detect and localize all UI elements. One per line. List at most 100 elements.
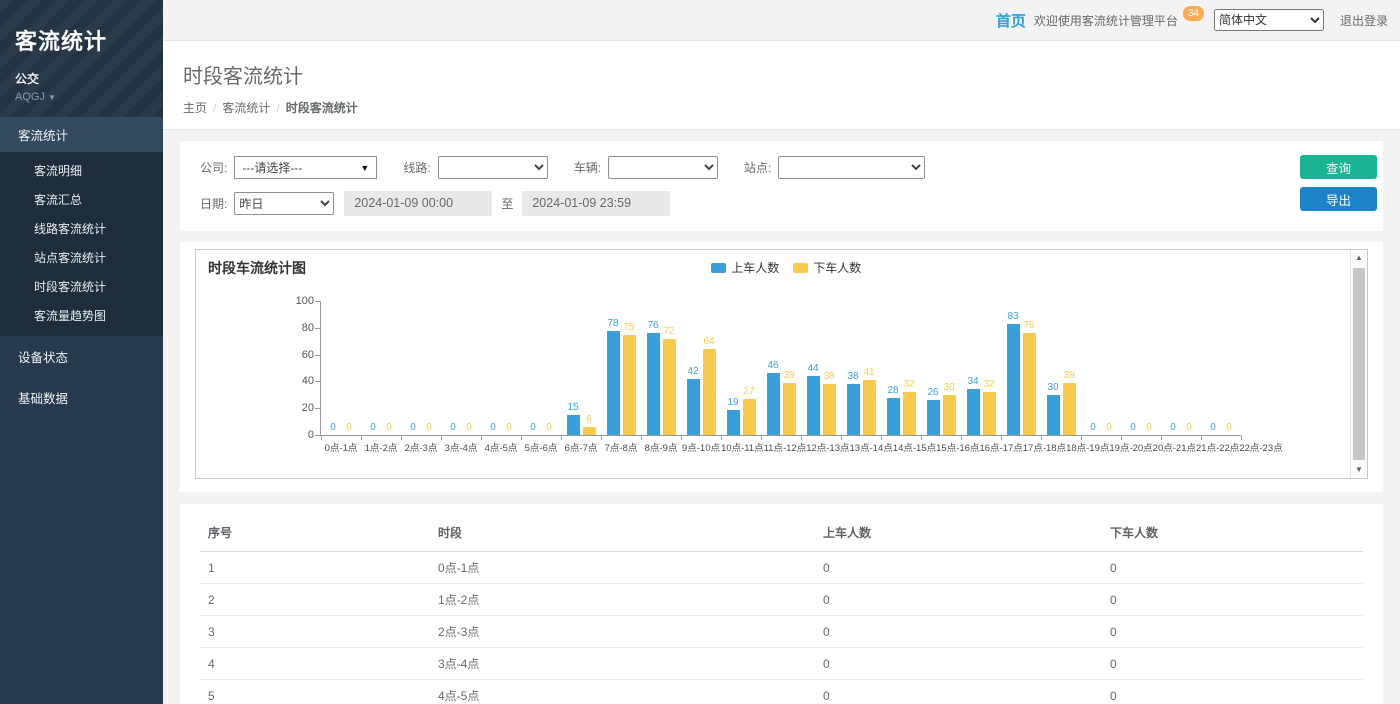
bar-boarding[interactable]: 0 <box>407 301 420 435</box>
bar-boarding[interactable]: 42 <box>686 301 700 435</box>
sidebar-subitem[interactable]: 站点客流统计 <box>34 251 107 265</box>
scrollbar-thumb[interactable] <box>1353 268 1365 460</box>
bar-boarding[interactable]: 78 <box>606 301 620 435</box>
bar-boarding[interactable]: 28 <box>886 301 900 435</box>
export-button[interactable]: 导出 <box>1300 187 1377 211</box>
y-axis-line <box>320 301 321 435</box>
bar-alighting[interactable]: 39 <box>782 301 796 435</box>
bar-alighting[interactable]: 27 <box>742 301 756 435</box>
bar-alighting[interactable]: 0 <box>343 301 356 435</box>
bar-boarding[interactable]: 26 <box>926 301 940 435</box>
sidebar-item-device-status[interactable]: 设备状态 <box>18 351 69 365</box>
bar-boarding[interactable]: 0 <box>1087 301 1100 435</box>
table-cell: 1 <box>200 551 430 584</box>
bar-value-label: 0 <box>1130 422 1136 433</box>
bar-alighting[interactable]: 0 <box>463 301 476 435</box>
bar-alighting[interactable]: 32 <box>982 301 996 435</box>
bar-group: 38 41 <box>841 301 881 435</box>
bar-boarding[interactable]: 0 <box>527 301 540 435</box>
org-switcher[interactable]: AQGJ ▼ <box>15 91 56 103</box>
table-cell: 0 <box>815 679 1102 704</box>
x-tick <box>521 436 522 440</box>
breadcrumb-section[interactable]: 客流统计 <box>222 101 271 115</box>
bar-alighting[interactable]: 38 <box>822 301 836 435</box>
sidebar-item-passenger-stats[interactable]: 客流统计 <box>0 117 163 152</box>
sidebar-item-base-data[interactable]: 基础数据 <box>18 392 69 406</box>
bar-boarding[interactable]: 0 <box>367 301 380 435</box>
date-from-input[interactable]: 2024-01-09 00:00 <box>344 191 493 216</box>
bar-alighting[interactable]: 0 <box>1223 301 1236 435</box>
station-select[interactable] <box>778 156 926 179</box>
legend-alighting[interactable]: 下车人数 <box>793 259 861 276</box>
bar-alighting[interactable]: 41 <box>862 301 876 435</box>
bar-alighting[interactable]: 72 <box>662 301 676 435</box>
bar-boarding[interactable]: 0 <box>327 301 340 435</box>
bar-boarding[interactable]: 34 <box>966 301 980 435</box>
bar-boarding[interactable]: 19 <box>726 301 740 435</box>
company-select[interactable]: ---请选择--- ▼ <box>234 156 378 179</box>
main-area: 首页 欢迎使用客流统计管理平台 34 简体中文 退出登录 时段客流统计 主页 / 客… <box>163 0 1400 704</box>
x-tick <box>801 436 802 440</box>
query-button[interactable]: 查询 <box>1300 155 1377 179</box>
bar-value-label: 72 <box>663 325 675 337</box>
sidebar-subitem[interactable]: 客流明细 <box>34 164 83 178</box>
bar-value-label: 46 <box>767 360 779 372</box>
bar-alighting[interactable]: 0 <box>1183 301 1196 435</box>
language-select[interactable]: 简体中文 <box>1213 9 1324 31</box>
bar-boarding[interactable]: 46 <box>766 301 780 435</box>
scroll-up-icon[interactable]: ▲ <box>1355 253 1363 262</box>
x-tick-label: 21点-22点 <box>1196 443 1240 454</box>
notification-badge[interactable]: 34 <box>1182 6 1204 21</box>
chart-scrollbar[interactable]: ▲ ▼ <box>1350 250 1367 478</box>
bar-alighting[interactable]: 0 <box>383 301 396 435</box>
sidebar-subitem[interactable]: 客流汇总 <box>34 193 83 207</box>
bar-alighting[interactable]: 39 <box>1062 301 1076 435</box>
table-row: 3 2点-3点 0 0 <box>200 615 1363 648</box>
bar-value-label: 0 <box>1106 422 1112 433</box>
bar-value-label: 34 <box>967 376 979 388</box>
date-preset-select[interactable]: 昨日 <box>234 192 335 215</box>
bar-value-label: 6 <box>586 414 592 425</box>
bar-boarding[interactable]: 30 <box>1046 301 1060 435</box>
bar-boarding[interactable]: 0 <box>447 301 460 435</box>
bar-alighting[interactable]: 6 <box>582 301 596 435</box>
x-tick-label: 1点-2点 <box>364 443 398 454</box>
bar-value-label: 0 <box>466 422 472 433</box>
table-panel: 序号 时段 上车人数 下车人数 1 0点-1点 0 0 2 1点-2点 0 0 3 2点-3点 0 0… <box>180 504 1383 704</box>
bar-boarding[interactable]: 0 <box>487 301 500 435</box>
bar-alighting[interactable]: 0 <box>503 301 516 435</box>
bar-boarding[interactable]: 0 <box>1167 301 1180 435</box>
x-tick-label: 7点-8点 <box>604 443 638 454</box>
sidebar-subitem[interactable]: 时段客流统计 <box>34 280 107 294</box>
bar-boarding[interactable]: 76 <box>646 301 660 435</box>
home-link[interactable]: 首页 <box>995 12 1026 30</box>
bar-alighting[interactable]: 0 <box>423 301 436 435</box>
sidebar-subitem[interactable]: 线路客流统计 <box>34 222 107 236</box>
line-select[interactable] <box>437 156 548 179</box>
bar-boarding[interactable]: 0 <box>1127 301 1140 435</box>
bar-alighting[interactable]: 30 <box>942 301 956 435</box>
bar-alighting[interactable]: 75 <box>622 301 636 435</box>
scroll-down-icon[interactable]: ▼ <box>1355 465 1363 474</box>
logout-link[interactable]: 退出登录 <box>1339 13 1388 28</box>
bar-value-label: 39 <box>1063 369 1075 381</box>
bar-alighting[interactable]: 0 <box>1143 301 1156 435</box>
table-cell: 0 <box>1102 615 1363 648</box>
legend-boarding[interactable]: 上车人数 <box>711 259 779 276</box>
bar-alighting[interactable]: 32 <box>902 301 916 435</box>
date-to-input[interactable]: 2024-01-09 23:59 <box>522 191 671 216</box>
bar-boarding[interactable]: 15 <box>566 301 580 435</box>
vehicle-select[interactable] <box>608 156 719 179</box>
bar-alighting[interactable]: 0 <box>543 301 556 435</box>
bar-boarding[interactable]: 0 <box>1207 301 1220 435</box>
bar-boarding[interactable]: 83 <box>1006 301 1020 435</box>
bar-alighting[interactable]: 0 <box>1103 301 1116 435</box>
bar-boarding[interactable]: 38 <box>846 301 860 435</box>
bar-alighting[interactable]: 64 <box>702 301 716 435</box>
bar-alighting[interactable]: 76 <box>1022 301 1036 435</box>
y-tick <box>315 301 320 302</box>
bar-boarding[interactable]: 44 <box>806 301 820 435</box>
breadcrumb-home[interactable]: 主页 <box>183 101 208 115</box>
sidebar-subitem[interactable]: 客流量趋势图 <box>34 309 107 323</box>
